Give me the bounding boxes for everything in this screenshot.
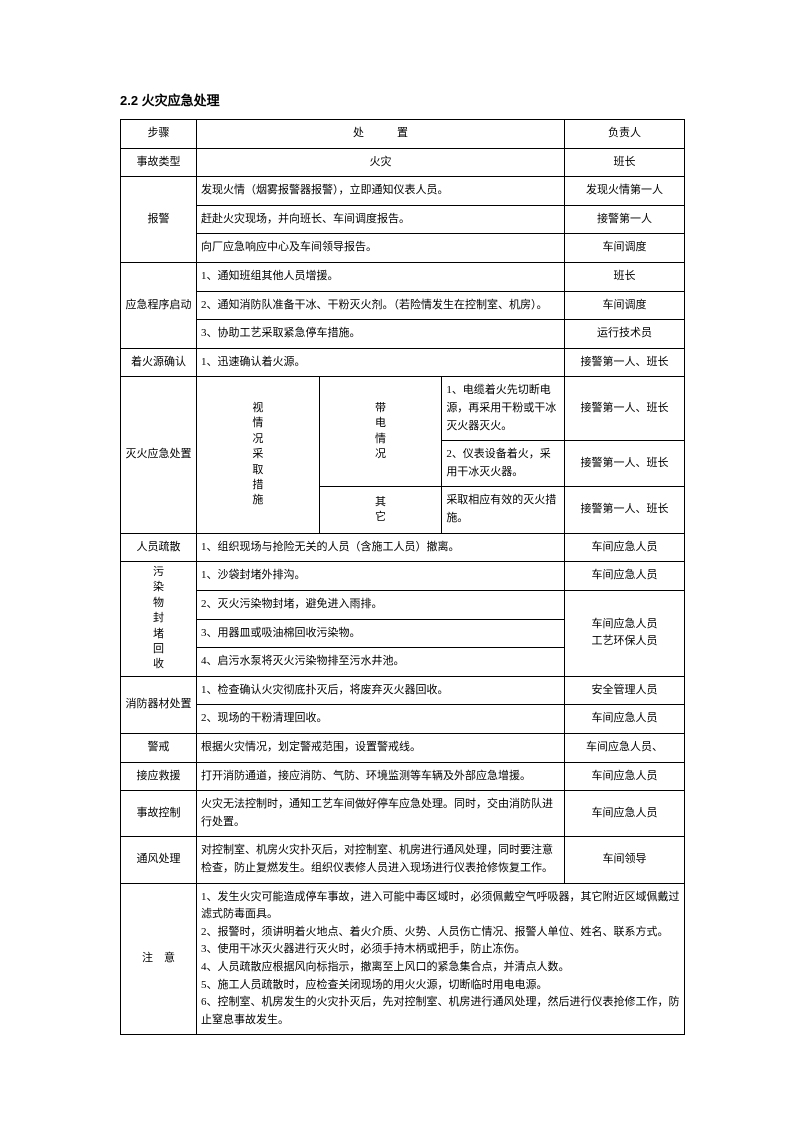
cell: 4、启污水泵将灭火污染物排至污水井池。 <box>197 648 565 677</box>
cell: 接警第一人、班长 <box>565 441 685 487</box>
row-notes: 注 意 <box>121 883 197 1035</box>
row-firefight: 灭火应急处置 <box>121 377 197 533</box>
cell: 2、现场的干粉清理回收。 <box>197 705 565 734</box>
cell: 1、组织现场与抢险无关的人员（含施工人员）撤离。 <box>197 533 565 562</box>
cell: 发现火情（烟雾报警器报警），立即通知仪表人员。 <box>197 177 565 206</box>
cell: 3、用器皿或吸油棉回收污染物。 <box>197 619 565 648</box>
cell: 车间应急人员 <box>565 533 685 562</box>
emergency-table: 步骤 处 置 负责人 事故类型 火灾 班长 报警 发现火情（烟雾报警器报警），立… <box>120 119 685 1035</box>
cell: 1、沙袋封堵外排沟。 <box>197 562 565 591</box>
cell: 车间调度 <box>565 234 685 263</box>
cell: 1、电缆着火先切断电源，再采用干粉或干冰灭火器灭火。 <box>442 377 565 441</box>
cell: 对控制室、机房火灾扑灭后，对控制室、机房进行通风处理，同时要注意检查，防止复燃发… <box>197 837 565 883</box>
cell: 1、迅速确认着火源。 <box>197 348 565 377</box>
cell: 打开消防通道，接应消防、气防、环境监测等车辆及外部应急增援。 <box>197 762 565 791</box>
row-emergency-start: 应急程序启动 <box>121 262 197 348</box>
cell: 1、通知班组其他人员增援。 <box>197 262 565 291</box>
cell: 接警第一人、班长 <box>565 348 685 377</box>
cell-sub2b: 其它 <box>319 487 442 533</box>
section-title: 2.2 火灾应急处理 <box>120 90 685 109</box>
cell: 车间应急人员 <box>565 562 685 591</box>
cell: 2、通知消防队准备干冰、干粉灭火剂。（若险情发生在控制室、机房）。 <box>197 291 565 320</box>
cell: 车间应急人员 <box>565 791 685 837</box>
header-action: 处 置 <box>197 120 565 149</box>
cell-sub1: 视情况采取措施 <box>197 377 320 533</box>
cell: 接警第一人、班长 <box>565 377 685 441</box>
cell: 赶赴火灾现场，并向班长、车间调度报告。 <box>197 205 565 234</box>
cell: 车间领导 <box>565 837 685 883</box>
cell: 3、协助工艺采取紧急停车措施。 <box>197 320 565 349</box>
cell: 班长 <box>565 262 685 291</box>
row-equipment: 消防器材处置 <box>121 676 197 733</box>
cell: 车间应急人员、 <box>565 734 685 763</box>
row-rescue: 接应救援 <box>121 762 197 791</box>
cell: 接警第一人 <box>565 205 685 234</box>
cell: 发现火情第一人 <box>565 177 685 206</box>
cell: 安全管理人员 <box>565 676 685 705</box>
cell: 车间调度 <box>565 291 685 320</box>
cell-sub2a: 带电情况 <box>319 377 442 487</box>
row-alert: 警戒 <box>121 734 197 763</box>
cell: 采取相应有效的灭火措施。 <box>442 487 565 533</box>
cell: 车间应急人员 <box>565 705 685 734</box>
cell-notes: 1、发生火灾可能造成停车事故，进入可能中毒区域时，必须佩戴空气呼吸器，其它附近区… <box>197 883 685 1035</box>
cell: 车间应急人员 <box>565 762 685 791</box>
row-alarm: 报警 <box>121 177 197 263</box>
row-pollution: 污染物封堵回收 <box>121 562 197 677</box>
cell: 班长 <box>565 148 685 177</box>
cell: 1、检查确认火灾彻底扑灭后，将废弃灭火器回收。 <box>197 676 565 705</box>
cell: 火灾 <box>197 148 565 177</box>
cell: 接警第一人、班长 <box>565 487 685 533</box>
cell: 火灾无法控制时，通知工艺车间做好停车应急处理。同时，交由消防队进行处置。 <box>197 791 565 837</box>
row-confirm-source: 着火源确认 <box>121 348 197 377</box>
cell: 根据火灾情况，划定警戒范围，设置警戒线。 <box>197 734 565 763</box>
row-control: 事故控制 <box>121 791 197 837</box>
row-ventilation: 通风处理 <box>121 837 197 883</box>
cell: 2、灭火污染物封堵，避免进入雨排。 <box>197 590 565 619</box>
cell: 车间应急人员工艺环保人员 <box>565 590 685 676</box>
cell: 2、仪表设备着火，采用干冰灭火器。 <box>442 441 565 487</box>
cell: 运行技术员 <box>565 320 685 349</box>
header-resp: 负责人 <box>565 120 685 149</box>
row-accident-type: 事故类型 <box>121 148 197 177</box>
header-step: 步骤 <box>121 120 197 149</box>
cell: 向厂应急响应中心及车间领导报告。 <box>197 234 565 263</box>
row-evacuate: 人员疏散 <box>121 533 197 562</box>
